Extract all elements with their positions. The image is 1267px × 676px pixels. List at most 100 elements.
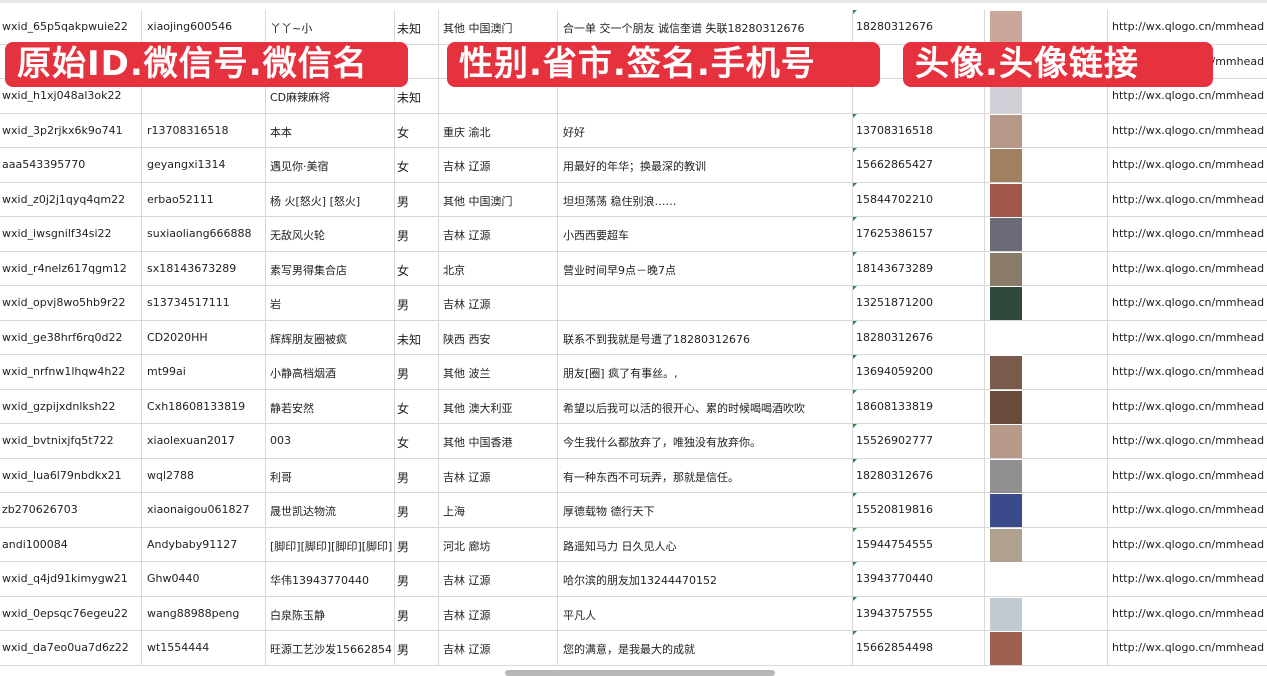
cell-original-id[interactable]: wxid_opvj8wo5hb9r22 xyxy=(0,286,142,321)
cell-wechat-name[interactable]: 白泉陈玉静 xyxy=(266,596,395,631)
cell-signature[interactable]: 小西西要超车 xyxy=(558,217,853,252)
cell-avatar[interactable] xyxy=(985,458,1108,493)
cell-region[interactable]: 河北 廊坊 xyxy=(439,527,558,562)
cell-avatar[interactable] xyxy=(985,182,1108,217)
cell-avatar[interactable] xyxy=(985,10,1108,45)
cell-avatar-url[interactable]: http://wx.qlogo.cn/mmhead xyxy=(1112,89,1265,102)
cell-avatar-url[interactable]: http://wx.qlogo.cn/mmhead xyxy=(1112,537,1265,551)
cell-phone[interactable]: 18143673289 xyxy=(853,251,985,286)
cell-avatar-url[interactable]: http://wx.qlogo.cn/mmhead xyxy=(1112,572,1265,585)
cell-signature[interactable]: 联系不到我就是号遭了18280312676 xyxy=(558,320,853,355)
cell-wechat-name[interactable]: 003 xyxy=(266,424,395,459)
cell-wechat-id[interactable]: Andybaby91127 xyxy=(142,527,266,562)
cell-wechat-name[interactable]: 丫丫~小 xyxy=(266,10,395,45)
cell-phone[interactable]: 17625386157 xyxy=(853,217,985,252)
cell-region[interactable]: 吉林 辽源 xyxy=(439,562,558,597)
cell-wechat-id[interactable]: Ghw0440 xyxy=(142,562,266,597)
cell-original-id[interactable]: wxid_bvtnixjfq5t722 xyxy=(0,424,142,459)
cell-avatar-url[interactable]: http://wx.qlogo.cn/mmhead xyxy=(1112,227,1265,240)
cell-region[interactable]: 吉林 辽源 xyxy=(439,631,558,666)
cell-phone[interactable]: 13943770440 xyxy=(853,562,985,597)
cell-wechat-name[interactable]: 辉辉朋友圈被疯 xyxy=(266,320,395,355)
cell-original-id[interactable]: wxid_3p2rjkx6k9o741 xyxy=(0,113,142,148)
cell-region[interactable]: 其他 中国澳门 xyxy=(439,182,558,217)
cell-signature[interactable]: 坦坦荡荡 稳住别浪…… xyxy=(558,182,853,217)
cell-avatar[interactable] xyxy=(985,148,1108,183)
cell-wechat-id[interactable]: xiaolexuan2017 xyxy=(142,424,266,459)
cell-signature[interactable]: 希望以后我可以活的很开心、累的时候喝喝酒吹吹 xyxy=(558,389,853,424)
cell-avatar-url[interactable]: http://wx.qlogo.cn/mmhead xyxy=(1112,503,1265,516)
cell-original-id[interactable]: wxid_da7eo0ua7d6z22 xyxy=(0,631,142,666)
cell-original-id[interactable]: wxid_lua6l79nbdkx21 xyxy=(0,458,142,493)
cell-phone[interactable]: 15844702210 xyxy=(853,182,985,217)
cell-region[interactable]: 其他 澳大利亚 xyxy=(439,389,558,424)
cell-avatar-url[interactable]: http://wx.qlogo.cn/mmhead xyxy=(1112,641,1265,654)
cell-phone[interactable]: 13708316518 xyxy=(853,113,985,148)
cell-avatar-url[interactable]: http://wx.qlogo.cn/mmhead xyxy=(1112,192,1265,206)
cell-gender[interactable]: 女 xyxy=(395,389,439,424)
cell-signature[interactable]: 营业时间早9点－晚7点 xyxy=(558,251,853,286)
cell-region[interactable]: 吉林 辽源 xyxy=(439,458,558,493)
cell-phone[interactable]: 18280312676 xyxy=(853,320,985,355)
cell-signature[interactable]: 合一单 交一个朋友 诚信奎谱 失联18280312676 xyxy=(558,10,853,45)
cell-avatar[interactable] xyxy=(985,596,1108,631)
cell-avatar-url[interactable]: http://wx.qlogo.cn/mmhead xyxy=(1112,399,1265,413)
cell-signature[interactable]: 平凡人 xyxy=(558,596,853,631)
cell-wechat-name[interactable]: 华伟13943770440 xyxy=(266,562,395,597)
cell-phone[interactable]: 18280312676 xyxy=(853,458,985,493)
cell-avatar-url[interactable]: http://wx.qlogo.cn/mmhead xyxy=(1112,296,1265,309)
cell-phone[interactable]: 15662854498 xyxy=(853,631,985,666)
cell-wechat-name[interactable]: 岩 xyxy=(266,286,395,321)
cell-region[interactable]: 上海 xyxy=(439,493,558,528)
cell-gender[interactable]: 女 xyxy=(395,113,439,148)
cell-avatar-url[interactable]: http://wx.qlogo.cn/mmhead xyxy=(1112,158,1265,171)
cell-region[interactable] xyxy=(439,79,558,114)
cell-region[interactable]: 吉林 辽源 xyxy=(439,148,558,183)
cell-gender[interactable]: 未知 xyxy=(395,320,439,355)
cell-phone[interactable]: 15520819816 xyxy=(853,493,985,528)
cell-wechat-name[interactable]: 小静高档烟酒 xyxy=(266,355,395,390)
cell-wechat-id[interactable]: s13734517111 xyxy=(142,286,266,321)
cell-phone[interactable]: 15526902777 xyxy=(853,424,985,459)
cell-avatar[interactable] xyxy=(985,527,1108,562)
cell-phone[interactable] xyxy=(853,79,985,114)
cell-wechat-id[interactable]: erbao52111 xyxy=(142,182,266,217)
cell-gender[interactable]: 男 xyxy=(395,217,439,252)
cell-gender[interactable]: 未知 xyxy=(395,79,439,114)
cell-phone[interactable]: 15944754555 xyxy=(853,527,985,562)
cell-signature[interactable]: 有一种东西不可玩弄，那就是信任。 xyxy=(558,458,853,493)
cell-gender[interactable]: 男 xyxy=(395,562,439,597)
cell-signature[interactable]: 厚德载物 德行天下 xyxy=(558,493,853,528)
cell-wechat-id[interactable]: wang88988peng xyxy=(142,596,266,631)
cell-wechat-id[interactable]: geyangxi1314 xyxy=(142,148,266,183)
cell-original-id[interactable]: wxid_q4jd91kimygw21 xyxy=(0,562,142,597)
cell-gender[interactable]: 男 xyxy=(395,527,439,562)
cell-avatar[interactable] xyxy=(985,424,1108,459)
cell-region[interactable]: 北京 xyxy=(439,251,558,286)
cell-gender[interactable]: 女 xyxy=(395,148,439,183)
cell-region[interactable]: 陕西 西安 xyxy=(439,320,558,355)
cell-original-id[interactable]: wxid_gzpijxdnlksh22 xyxy=(0,389,142,424)
cell-original-id[interactable]: wxid_r4nelz617qgm12 xyxy=(0,251,142,286)
cell-avatar[interactable] xyxy=(985,631,1108,666)
cell-original-id[interactable]: zb270626703 xyxy=(0,493,142,528)
cell-avatar[interactable] xyxy=(985,286,1108,321)
cell-avatar[interactable] xyxy=(985,493,1108,528)
cell-avatar-url[interactable]: http://wx.qlogo.cn/mmhead xyxy=(1112,434,1265,447)
cell-wechat-name[interactable]: 晟世凯达物流 xyxy=(266,493,395,528)
cell-avatar[interactable] xyxy=(985,562,1108,597)
cell-gender[interactable]: 男 xyxy=(395,596,439,631)
cell-avatar[interactable] xyxy=(985,389,1108,424)
cell-signature[interactable]: 朋友[圈] 疯了有事丝。, xyxy=(558,355,853,390)
cell-original-id[interactable]: wxid_nrfnw1lhqw4h22 xyxy=(0,355,142,390)
cell-wechat-id[interactable]: xiaojing600546 xyxy=(142,10,266,45)
cell-wechat-name[interactable]: 旺源工艺沙发15662854 xyxy=(266,631,395,666)
cell-signature[interactable] xyxy=(558,286,853,321)
cell-avatar-url[interactable]: http://wx.qlogo.cn/mmhead xyxy=(1112,20,1265,33)
cell-phone[interactable]: 18608133819 xyxy=(853,389,985,424)
cell-wechat-id[interactable]: sx18143673289 xyxy=(142,251,266,286)
cell-gender[interactable]: 男 xyxy=(395,458,439,493)
cell-wechat-name[interactable]: 素写男得集合店 xyxy=(266,251,395,286)
cell-avatar-url[interactable]: http://wx.qlogo.cn/mmhead xyxy=(1112,330,1265,344)
cell-phone[interactable]: 13943757555 xyxy=(853,596,985,631)
